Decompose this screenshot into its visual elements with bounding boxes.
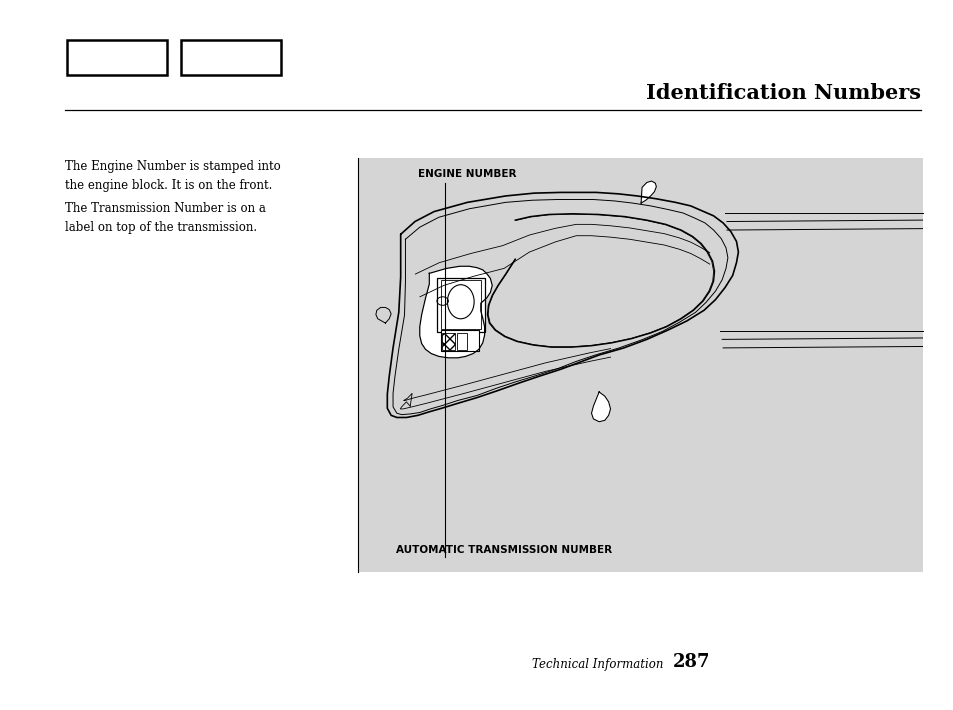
Ellipse shape — [447, 285, 474, 319]
Polygon shape — [640, 181, 656, 203]
Bar — [181, 40, 281, 75]
Bar — [357, 158, 922, 572]
Bar — [67, 40, 167, 75]
Text: Identification Numbers: Identification Numbers — [645, 83, 920, 103]
Bar — [436, 278, 484, 332]
Text: ENGINE NUMBER: ENGINE NUMBER — [417, 169, 516, 179]
Polygon shape — [375, 307, 391, 323]
Text: The Transmission Number is on a
label on top of the transmission.: The Transmission Number is on a label on… — [65, 202, 266, 234]
Bar — [456, 333, 466, 350]
Bar — [441, 333, 455, 350]
Text: AUTOMATIC TRANSMISSION NUMBER: AUTOMATIC TRANSMISSION NUMBER — [395, 545, 612, 555]
Bar — [440, 330, 478, 351]
Text: The Engine Number is stamped into
the engine block. It is on the front.: The Engine Number is stamped into the en… — [65, 160, 280, 192]
Polygon shape — [419, 266, 492, 358]
Bar — [440, 280, 480, 329]
Text: 287: 287 — [672, 653, 709, 671]
Polygon shape — [591, 392, 610, 422]
Text: Technical Information: Technical Information — [531, 658, 662, 671]
